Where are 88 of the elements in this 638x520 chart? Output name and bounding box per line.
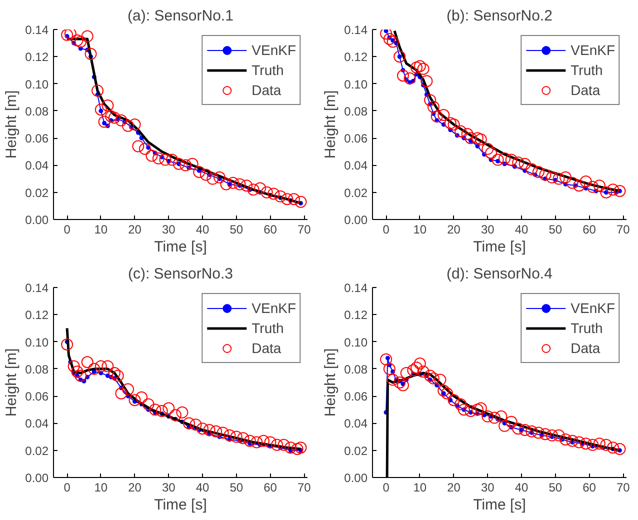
x-tick-label: 30 (162, 480, 176, 494)
y-tick-label: 0.02 (25, 444, 49, 458)
chart-title: (c): SensorNo.3 (128, 266, 234, 282)
x-tick-label: 40 (196, 222, 210, 236)
x-tick-label: 40 (196, 480, 210, 494)
y-tick-label: 0.08 (25, 104, 49, 118)
x-tick-label: 30 (480, 480, 495, 494)
y-tick-label: 0.00 (344, 213, 368, 227)
chart-title: (a): SensorNo.1 (128, 8, 234, 24)
y-tick-label: 0.06 (25, 132, 49, 146)
y-tick-label: 0.08 (25, 362, 49, 376)
y-tick-label: 0.06 (344, 390, 368, 404)
x-tick-label: 70 (297, 222, 312, 236)
y-tick-label: 0.14 (344, 281, 368, 295)
y-tick-label: 0.06 (25, 390, 49, 404)
legend-label: Truth (570, 320, 603, 336)
y-tick-label: 0.02 (344, 186, 368, 200)
y-tick-label: 0.12 (25, 308, 49, 322)
x-tick-label: 10 (94, 480, 108, 494)
x-tick-label: 20 (128, 222, 142, 236)
x-axis-title: Time [s] (473, 496, 526, 514)
x-tick-label: 50 (548, 222, 562, 236)
x-tick-label: 10 (94, 222, 108, 236)
x-axis-title: Time [s] (473, 238, 526, 256)
x-tick-label: 30 (480, 222, 495, 236)
x-tick-label: 10 (413, 480, 427, 494)
y-tick-label: 0.10 (344, 77, 368, 92)
y-tick-label: 0.00 (25, 213, 49, 227)
x-tick-label: 40 (514, 480, 529, 494)
x-tick-label: 20 (128, 480, 142, 494)
x-tick-label: 0 (382, 480, 390, 494)
x-tick-label: 60 (582, 480, 596, 494)
y-tick-label: 0.08 (344, 104, 368, 118)
legend-label: Data (252, 82, 282, 98)
chart-title: (b): SensorNo.2 (446, 8, 552, 24)
y-tick-label: 0.14 (344, 23, 368, 37)
y-tick-label: 0.12 (344, 308, 368, 322)
y-tick-label: 0.04 (25, 158, 49, 173)
y-tick-label: 0.04 (25, 416, 49, 431)
y-tick-label: 0.00 (344, 471, 368, 485)
y-tick-label: 0.02 (344, 444, 368, 458)
y-tick-label: 0.06 (344, 132, 368, 146)
y-tick-label: 0.12 (25, 50, 49, 64)
y-tick-label: 0.08 (344, 362, 368, 376)
x-tick-label: 60 (264, 222, 278, 236)
legend-label: Truth (252, 62, 284, 78)
x-tick-label: 0 (382, 222, 390, 236)
y-tick-label: 0.02 (25, 186, 49, 200)
legend-label: VEnKF (570, 42, 615, 58)
x-tick-label: 0 (64, 222, 71, 236)
x-tick-label: 70 (616, 480, 630, 494)
y-tick-label: 0.10 (25, 77, 49, 92)
x-tick-label: 20 (447, 222, 461, 236)
x-tick-label: 40 (514, 222, 529, 236)
legend-label: Data (252, 340, 282, 356)
legend-label: Data (570, 82, 600, 98)
legend-label: Truth (252, 320, 284, 336)
chart-title: (d): SensorNo.4 (446, 266, 552, 282)
y-tick-label: 0.10 (25, 335, 49, 350)
x-tick-label: 10 (413, 222, 427, 236)
x-tick-label: 50 (230, 480, 244, 494)
y-tick-label: 0.00 (25, 471, 49, 485)
legend-label: VEnKF (252, 300, 296, 316)
y-tick-label: 0.14 (25, 23, 49, 37)
y-axis-title: Height [m] (3, 348, 20, 417)
x-tick-label: 30 (162, 222, 176, 236)
x-tick-label: 70 (616, 222, 630, 236)
legend-label: VEnKF (570, 300, 615, 316)
legend-label: Data (570, 340, 600, 356)
x-tick-label: 60 (264, 480, 278, 494)
y-tick-label: 0.04 (344, 416, 368, 431)
x-tick-label: 50 (548, 480, 562, 494)
y-tick-label: 0.04 (344, 158, 368, 173)
x-tick-label: 20 (447, 480, 461, 494)
legend-label: Truth (570, 62, 603, 78)
y-axis-title: Height [m] (322, 348, 340, 417)
x-axis-title: Time [s] (154, 238, 207, 256)
y-axis-title: Height [m] (322, 90, 340, 159)
y-axis-title: Height [m] (3, 90, 20, 159)
legend-label: VEnKF (252, 42, 296, 58)
x-tick-label: 70 (297, 480, 312, 494)
x-tick-label: 50 (230, 222, 244, 236)
y-tick-label: 0.10 (344, 335, 368, 350)
y-tick-label: 0.12 (344, 50, 368, 64)
x-tick-label: 0 (64, 480, 71, 494)
x-tick-label: 60 (582, 222, 596, 236)
y-tick-label: 0.14 (25, 281, 49, 295)
x-axis-title: Time [s] (154, 496, 207, 514)
